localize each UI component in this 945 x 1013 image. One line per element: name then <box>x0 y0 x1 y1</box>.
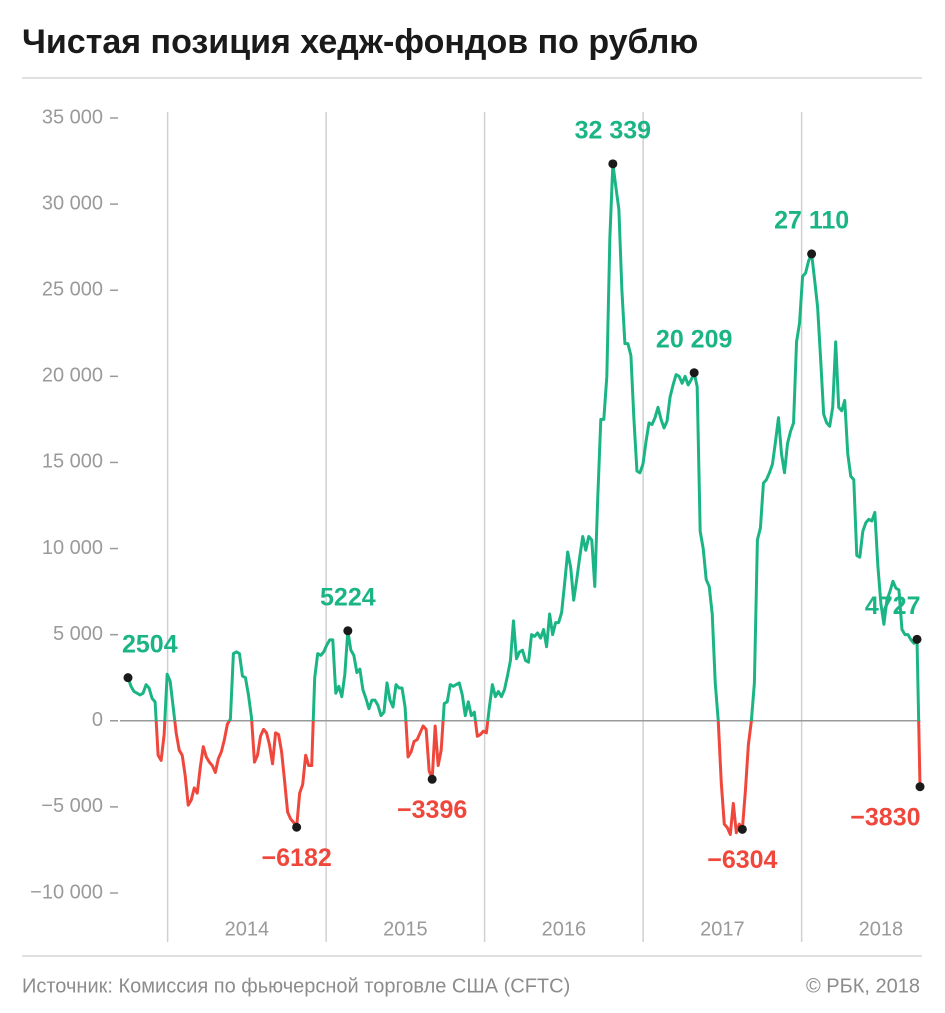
point-marker <box>737 824 747 834</box>
data-label: 20 209 <box>656 325 732 353</box>
data-label: −6182 <box>262 844 332 872</box>
point-marker <box>427 774 437 784</box>
data-label: −3396 <box>397 796 467 824</box>
y-tick-label: 10 000 <box>42 537 103 559</box>
data-label: 27 110 <box>774 206 849 234</box>
line <box>126 162 922 836</box>
data-label: −6304 <box>707 846 777 874</box>
data-label: 4727 <box>865 592 921 620</box>
point-marker <box>807 249 817 259</box>
y-tick-label: 30 000 <box>42 192 103 214</box>
y-tick-label: 15 000 <box>42 451 103 473</box>
x-tick-label: 2017 <box>700 918 745 940</box>
data-label: 32 339 <box>575 116 651 144</box>
y-tick-label: 0 <box>92 709 103 731</box>
data-label: −3830 <box>850 803 920 831</box>
credit: © РБК, 2018 <box>806 975 920 997</box>
x-tick-label: 2018 <box>859 918 904 940</box>
point-marker <box>343 626 353 636</box>
point-marker <box>915 782 925 792</box>
point-marker <box>123 673 133 683</box>
y-tick-label: 20 000 <box>42 365 103 387</box>
source: Источник: Комиссия по фьючерсной торговл… <box>22 975 570 997</box>
y-tick-label: −5 000 <box>41 795 103 817</box>
y-tick-label: 5 000 <box>53 623 103 645</box>
point-marker <box>608 159 618 169</box>
data-label: 5224 <box>320 583 376 611</box>
chart-title: Чистая позиция хедж-фондов по рублю <box>22 23 698 61</box>
x-tick-label: 2015 <box>383 918 428 940</box>
y-tick-label: −10 000 <box>30 881 103 903</box>
point-marker <box>292 822 302 832</box>
point-marker <box>689 368 699 378</box>
x-tick-label: 2016 <box>542 918 587 940</box>
data-label: 2504 <box>122 630 178 658</box>
y-tick-label: 25 000 <box>42 279 103 301</box>
x-tick-label: 2014 <box>225 918 270 940</box>
y-tick-label: 35 000 <box>42 106 103 128</box>
point-marker <box>912 634 922 644</box>
